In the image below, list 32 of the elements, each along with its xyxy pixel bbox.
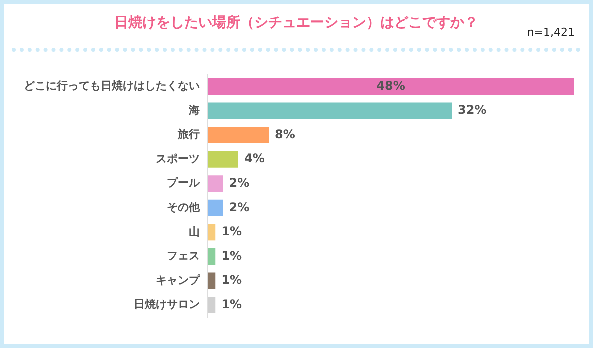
bar [208, 151, 238, 168]
y-tick-label: どこに行っても日焼けはしたくない [24, 80, 200, 93]
bar [208, 224, 216, 241]
data-label: 2% [229, 176, 250, 190]
y-tick-label: 海 [188, 104, 200, 117]
text: n=1,421 [527, 26, 575, 39]
y-tick-label: キャンプ [156, 274, 201, 287]
chart-title: 日焼けをしたい場所（シチュエーション）はどこですか？ [114, 15, 478, 31]
data-label: 1% [222, 273, 242, 288]
data-label: 1% [222, 248, 242, 263]
data-label: 8% [275, 127, 296, 142]
bar [208, 272, 216, 290]
data-label: 48% [376, 78, 406, 93]
data-label: 1% [222, 297, 242, 312]
y-tick-label: フェス [167, 250, 200, 263]
bar [208, 78, 574, 95]
data-label: 32% [458, 103, 487, 118]
data-label: 4% [244, 152, 265, 166]
bar [208, 200, 224, 216]
bar [208, 127, 269, 144]
y-tick-label: プール [167, 176, 201, 190]
bar [208, 248, 216, 265]
data-label: 2% [229, 200, 250, 214]
y-tick-label: その他 [167, 201, 201, 214]
bar [208, 297, 216, 314]
data-label: 1% [222, 224, 242, 239]
y-tick-label: 日焼けサロン [134, 298, 200, 312]
y-tick-label: 旅行 [177, 128, 200, 142]
y-tick-label: 山 [189, 225, 200, 238]
bar [208, 102, 452, 120]
y-tick-label: スポーツ [156, 152, 200, 166]
bar [208, 176, 224, 192]
